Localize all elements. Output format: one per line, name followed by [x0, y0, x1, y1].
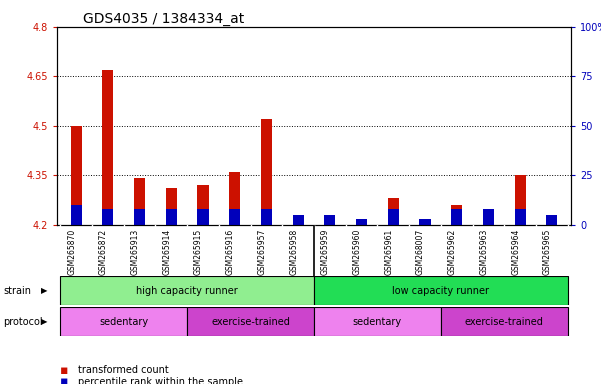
Text: strain: strain [3, 286, 31, 296]
Text: GSM268007: GSM268007 [416, 229, 425, 275]
Text: GSM265962: GSM265962 [448, 229, 457, 275]
Bar [229, 172, 240, 225]
Bar [356, 221, 367, 225]
Text: sedentary: sedentary [353, 316, 402, 327]
Bar [388, 198, 399, 225]
Bar [229, 209, 240, 225]
Bar [546, 221, 558, 225]
Bar [166, 189, 177, 225]
Text: GSM265961: GSM265961 [384, 229, 393, 275]
Bar [314, 276, 568, 305]
Text: GSM265915: GSM265915 [194, 229, 203, 275]
Bar [134, 209, 145, 225]
Text: exercise-trained: exercise-trained [465, 316, 544, 327]
Text: transformed count: transformed count [78, 365, 169, 375]
Bar [483, 209, 494, 225]
Text: GSM265914: GSM265914 [162, 229, 171, 275]
Bar [198, 185, 209, 225]
Bar [70, 205, 82, 225]
Text: high capacity runner: high capacity runner [136, 286, 238, 296]
Text: GSM265870: GSM265870 [67, 229, 76, 275]
Bar [388, 209, 399, 225]
Text: GSM265959: GSM265959 [321, 229, 330, 275]
Bar [451, 205, 462, 225]
Text: exercise-trained: exercise-trained [211, 316, 290, 327]
Text: low capacity runner: low capacity runner [392, 286, 489, 296]
Bar [483, 218, 494, 225]
Bar [293, 221, 304, 225]
Bar [419, 219, 430, 225]
Bar [102, 70, 114, 225]
Bar [102, 209, 114, 225]
Bar [514, 175, 526, 225]
Text: protocol: protocol [3, 316, 43, 327]
Text: GSM265957: GSM265957 [257, 229, 266, 275]
Bar [261, 119, 272, 225]
Text: ▶: ▶ [41, 286, 47, 295]
Bar [356, 219, 367, 225]
Bar [60, 307, 187, 336]
Text: GSM265913: GSM265913 [130, 229, 139, 275]
Text: ▶: ▶ [41, 317, 47, 326]
Bar [187, 307, 314, 336]
Text: GSM265965: GSM265965 [543, 229, 552, 275]
Text: GSM265964: GSM265964 [511, 229, 520, 275]
Bar [441, 307, 568, 336]
Bar [419, 221, 430, 225]
Bar [134, 179, 145, 225]
Bar [325, 218, 335, 225]
Text: GSM265958: GSM265958 [289, 229, 298, 275]
Bar [314, 307, 441, 336]
Text: sedentary: sedentary [99, 316, 148, 327]
Text: GSM265963: GSM265963 [480, 229, 489, 275]
Bar [70, 126, 82, 225]
Text: GSM265960: GSM265960 [353, 229, 362, 275]
Text: GDS4035 / 1384334_at: GDS4035 / 1384334_at [83, 12, 244, 26]
Bar [325, 215, 335, 225]
Text: ▪: ▪ [60, 364, 69, 377]
Bar [261, 209, 272, 225]
Bar [293, 215, 304, 225]
Bar [514, 209, 526, 225]
Text: percentile rank within the sample: percentile rank within the sample [78, 377, 243, 384]
Bar [198, 209, 209, 225]
Text: GSM265872: GSM265872 [99, 229, 108, 275]
Text: ▪: ▪ [60, 375, 69, 384]
Bar [546, 215, 558, 225]
Bar [166, 209, 177, 225]
Bar [451, 209, 462, 225]
Bar [60, 276, 314, 305]
Text: GSM265916: GSM265916 [226, 229, 235, 275]
